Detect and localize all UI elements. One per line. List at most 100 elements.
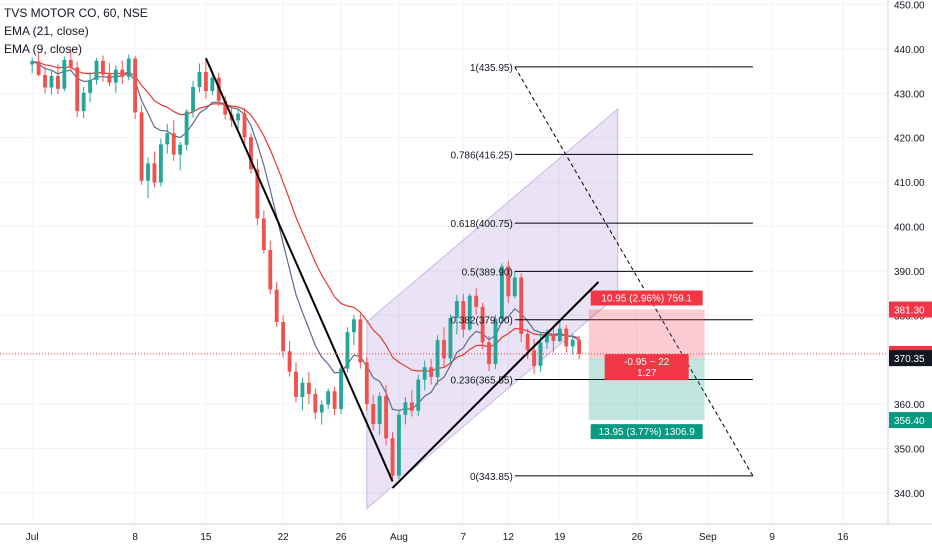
candle: [152, 163, 157, 183]
legend-ema9[interactable]: EMA (9, close): [4, 42, 83, 56]
candle: [332, 391, 337, 409]
candle: [146, 163, 150, 181]
candle: [474, 295, 479, 307]
candle: [49, 75, 54, 88]
position-target-badge: [590, 424, 703, 440]
candle: [351, 319, 356, 333]
trend-line-up: [391, 281, 600, 489]
price-badge: [889, 412, 932, 429]
candle: [397, 414, 401, 476]
price-badge-label: 381.30: [894, 306, 925, 317]
fibonacci: 1(435.95) 0.786(416.25) 0.618(400.75) 0.5(3…: [451, 63, 754, 483]
time-tick-label: Aug: [390, 532, 408, 543]
candle: [126, 58, 131, 77]
candle: [75, 67, 80, 112]
candle: [358, 319, 363, 363]
price-tick-label: 420.00: [894, 134, 925, 145]
candle: [287, 351, 292, 372]
candle: [442, 340, 446, 359]
fib-label: 0.786(416.25): [451, 150, 513, 161]
candle: [371, 404, 376, 425]
candle: [487, 342, 491, 365]
candle: [384, 396, 389, 439]
candle: [210, 77, 215, 92]
candle: [178, 144, 183, 155]
fib-label: 0(343.85): [470, 472, 513, 483]
candle: [249, 137, 253, 170]
candle: [519, 277, 524, 334]
candle: [139, 112, 144, 181]
candle: [94, 60, 99, 80]
candle: [377, 396, 382, 425]
time-tick-label: 26: [335, 532, 347, 543]
fib-label: 0.618(400.75): [451, 219, 513, 230]
candle: [281, 321, 286, 352]
candle: [390, 438, 395, 476]
candle: [197, 71, 202, 88]
fib-label: 1(435.95): [470, 63, 513, 74]
candle: [564, 328, 569, 347]
time-tick-label: 26: [631, 532, 643, 543]
candle: [313, 393, 318, 413]
position-target-label: 13.95 (3.77%) 1306.9: [599, 427, 696, 438]
candle: [525, 333, 530, 351]
candle: [403, 402, 408, 415]
candle: [577, 339, 582, 354]
legend-symbol[interactable]: TVS MOTOR CO, 60, NSE: [4, 6, 148, 20]
legend-ema21[interactable]: EMA (21, close): [4, 24, 89, 38]
candle: [255, 169, 260, 219]
candle: [203, 71, 208, 92]
price-badge-label: 370.35: [894, 354, 925, 365]
time-tick-label: 12: [503, 532, 515, 543]
candle: [43, 75, 47, 88]
candle: [499, 266, 504, 319]
candle: [467, 295, 472, 330]
candles: [30, 48, 582, 482]
candle: [306, 382, 311, 394]
candle: [101, 60, 105, 75]
price-tick-label: 430.00: [894, 89, 925, 100]
candle: [30, 61, 35, 65]
candle: [62, 59, 67, 89]
candle: [532, 350, 537, 366]
time-tick-label: 16: [837, 532, 849, 543]
candle: [107, 74, 112, 83]
price-tick-label: 350.00: [894, 445, 925, 456]
candle: [422, 367, 427, 380]
price-axis: 340.00350.00360.00370.00380.00390.00400.…: [889, 0, 932, 500]
position-stop-badge: [590, 290, 703, 306]
time-tick-label: Sep: [699, 532, 717, 543]
time-axis: Jul 8 15 22 26 Aug 7 12 19 26 Sep 9 16: [26, 532, 849, 543]
candle: [545, 334, 549, 343]
candle: [435, 340, 440, 378]
candle: [184, 111, 189, 145]
candle: [493, 318, 498, 365]
candle: [223, 100, 228, 115]
time-tick-label: 19: [554, 532, 566, 543]
position-stop-zone: [588, 309, 705, 359]
candle: [68, 59, 73, 68]
grid-lines: [0, 0, 888, 524]
candle: [461, 301, 466, 330]
candle: [319, 404, 324, 413]
price-tick-label: 440.00: [894, 45, 925, 56]
position-center-badge: [604, 354, 689, 381]
candle: [448, 317, 453, 359]
time-tick-label: 22: [278, 532, 290, 543]
position-center-label-2: 1.27: [637, 368, 657, 379]
candle: [429, 367, 434, 378]
candle: [158, 144, 163, 183]
candle: [345, 332, 350, 369]
candle: [242, 113, 247, 138]
price-badge: [889, 301, 932, 318]
fib-label: 0.236(365.55): [451, 375, 513, 386]
candle: [55, 75, 60, 89]
fib-trend-dashed: [514, 66, 754, 477]
candle: [113, 69, 118, 83]
candle: [454, 301, 459, 318]
time-tick-label: 15: [200, 532, 212, 543]
time-tick-label: 8: [132, 532, 138, 543]
candle: [191, 87, 195, 112]
